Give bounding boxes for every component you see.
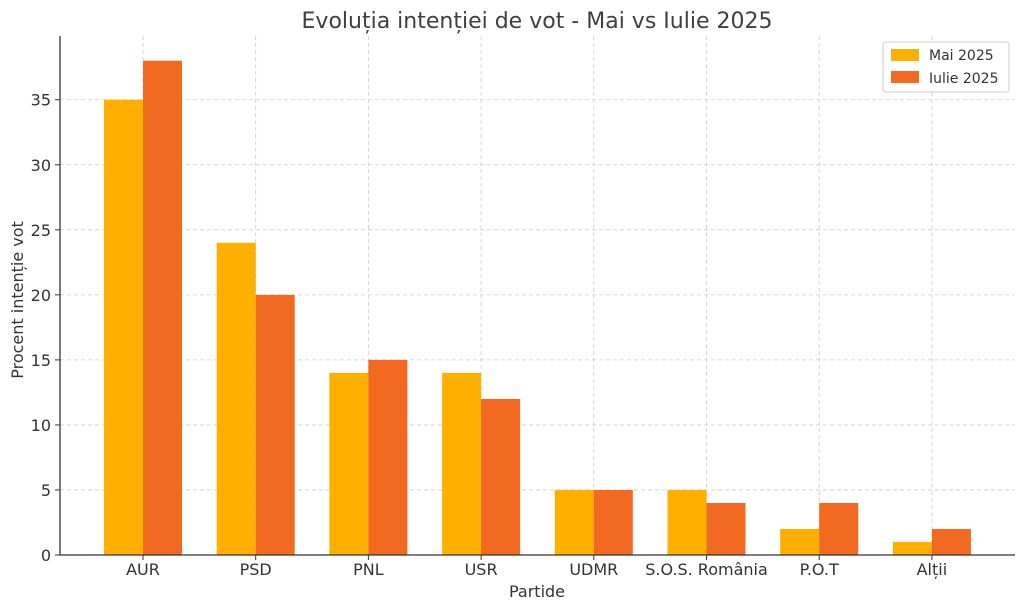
bar-mai-2025-7 [892,541,932,555]
y-tick-label-5: 25 [31,221,51,240]
bar-iulie-2025-5 [706,502,746,555]
legend-label-mai-2025: Mai 2025 [929,48,994,64]
x-tick-label-0: AUR [126,560,160,579]
bar-mai-2025-6 [780,528,820,555]
x-tick-label-3: USR [465,560,498,579]
bar-iulie-2025-7 [931,528,971,555]
legend-swatch-iulie-2025 [891,71,919,83]
y-tick-label-2: 10 [31,416,51,435]
bar-mai-2025-5 [667,489,707,555]
bar-iulie-2025-3 [481,398,521,555]
x-tick-label-6: P.O.T [800,560,839,579]
bars [104,60,971,555]
bar-mai-2025-3 [442,372,482,555]
bar-iulie-2025-2 [368,359,408,555]
x-tick-label-4: UDMR [569,560,618,579]
x-tick-label-7: Alții [917,560,948,579]
x-tick-label-5: S.O.S. România [645,560,768,579]
bar-mai-2025-2 [329,372,369,555]
y-tick-label-6: 30 [31,156,51,175]
x-axis-label: Partide [509,582,565,601]
legend: Mai 2025 Iulie 2025 [882,41,1010,93]
y-tick-label-3: 15 [31,351,51,370]
bar-iulie-2025-6 [819,502,859,555]
bar-mai-2025-1 [216,242,256,555]
y-tick-label-4: 20 [31,286,51,305]
grid [60,36,1015,556]
bar-mai-2025-4 [554,489,594,555]
y-tick-label-0: 0 [41,546,51,565]
legend-label-iulie-2025: Iulie 2025 [929,71,998,87]
bar-iulie-2025-1 [255,294,295,555]
y-tick-label-1: 5 [41,481,51,500]
legend-swatch-mai-2025 [891,49,919,61]
y-axis-ticks: 0 5 10 15 20 25 30 35 [31,91,60,565]
x-axis-ticks: AUR PSD PNL USR UDMR S.O.S. România P.O.T Alții [126,555,947,579]
bar-iulie-2025-4 [593,489,633,555]
axes [59,36,1015,556]
y-axis-label: Procent intenție vot [8,221,27,379]
bar-mai-2025-0 [104,99,143,555]
chart-title: Evoluția intenției de vot - Mai vs Iulie… [302,9,773,34]
y-tick-label-7: 35 [31,91,51,110]
bar-iulie-2025-0 [143,60,182,555]
x-tick-label-2: PNL [353,560,384,579]
x-tick-label-1: PSD [240,560,272,579]
